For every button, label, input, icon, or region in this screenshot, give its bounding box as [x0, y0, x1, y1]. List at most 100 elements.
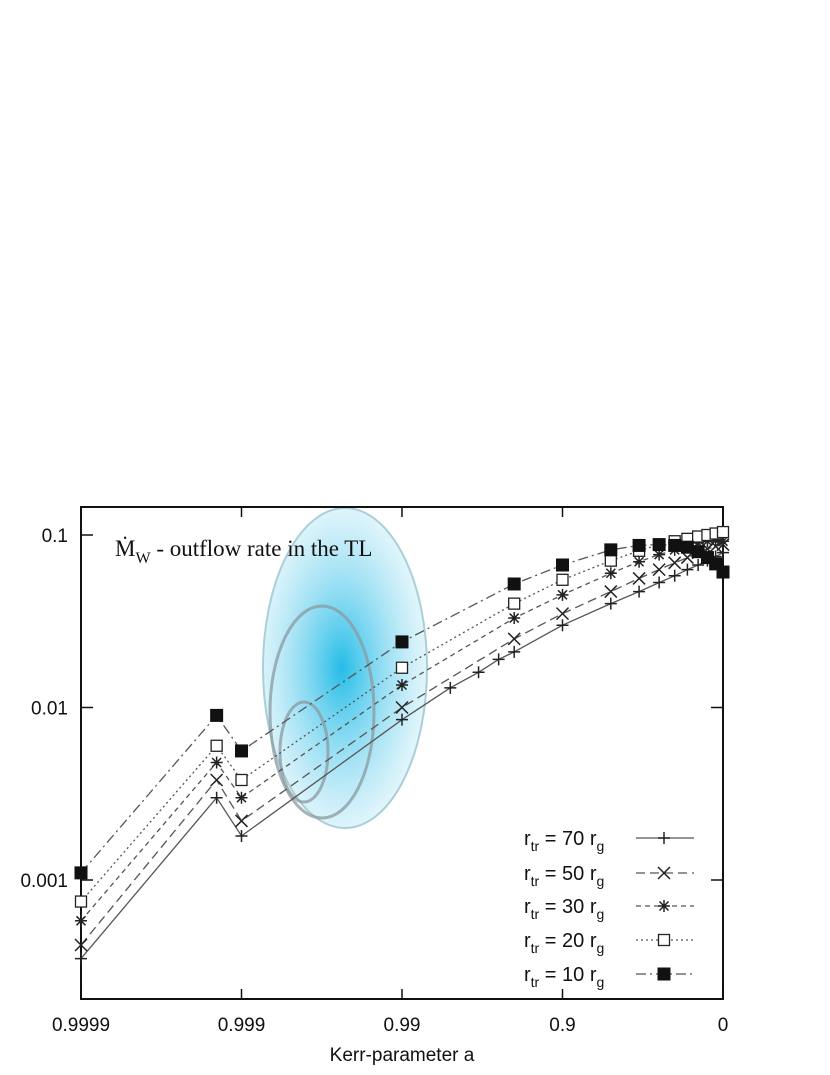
data-point — [395, 635, 409, 649]
data-point — [74, 895, 88, 908]
annotation-symbol: Ṁ — [115, 536, 135, 561]
data-point — [633, 555, 646, 568]
legend-label-sub: tr — [531, 873, 540, 889]
legend-label-sub2: g — [597, 974, 605, 990]
data-point — [652, 563, 666, 577]
data-point — [472, 666, 485, 679]
data-point — [395, 700, 409, 715]
data-point — [633, 585, 646, 598]
annotation-description: - outflow rate in the TL — [151, 536, 373, 561]
data-point — [508, 645, 521, 658]
data-point — [653, 576, 666, 589]
legend-item-10: rtr = 10 rg — [524, 964, 694, 990]
data-point — [717, 535, 729, 548]
data-point — [556, 619, 569, 632]
data-point — [658, 832, 670, 844]
x-tick-label: 0.9 — [549, 1015, 575, 1036]
y-tick-label: 0.01 — [31, 699, 68, 720]
legend-label-sub: tr — [531, 906, 540, 922]
data-point — [657, 933, 671, 947]
confidence-ellipses — [262, 507, 428, 829]
data-point — [657, 967, 671, 981]
x-axis-title: Kerr-parameter a — [330, 1045, 475, 1066]
legend-label-sub: tr — [531, 974, 540, 990]
data-point — [235, 773, 248, 787]
data-point — [75, 952, 87, 965]
legend-label-sub2: g — [597, 838, 605, 854]
data-point — [444, 681, 457, 694]
axis-ticks — [80, 507, 724, 999]
data-point — [395, 661, 409, 674]
data-point — [658, 900, 670, 912]
data-point — [668, 538, 682, 552]
legend-label: rtr = 10 rg — [524, 964, 604, 990]
ellipse-middle — [268, 604, 376, 820]
x-tick-label: 0 — [718, 1015, 729, 1036]
legend-label-mid: = 50 r — [539, 863, 597, 885]
series-70 — [75, 546, 729, 965]
data-point — [74, 866, 88, 880]
data-point — [604, 567, 617, 580]
legend-label-sub: tr — [531, 838, 540, 854]
data-point — [657, 866, 671, 880]
legend-label-mid: = 70 r — [539, 828, 597, 850]
legend-label-sub2: g — [597, 906, 605, 922]
x-tick-labels: 0.9999 0.999 0.99 0.9 0 — [52, 1015, 728, 1036]
data-point — [556, 558, 569, 572]
data-point — [235, 791, 248, 804]
series-layer — [74, 525, 730, 965]
legend-label-base: r — [524, 964, 531, 986]
data-point — [556, 588, 569, 601]
legend-label-mid: = 30 r — [539, 896, 597, 918]
legend-label-base: r — [524, 930, 531, 952]
x-tick-label: 0.9999 — [52, 1015, 110, 1036]
data-point — [555, 607, 570, 621]
data-point — [508, 597, 521, 610]
data-point — [507, 632, 521, 646]
data-point — [508, 612, 521, 625]
annotation-text: ṀW - outflow rate in the TL — [115, 536, 372, 567]
legend-label-base: r — [524, 863, 531, 885]
data-point — [604, 554, 617, 567]
data-point — [74, 938, 88, 952]
data-point — [632, 538, 646, 552]
data-point — [75, 914, 87, 927]
data-point — [396, 713, 408, 726]
data-point — [235, 744, 248, 758]
legend-label-mid: = 20 r — [539, 930, 597, 952]
data-point — [681, 563, 694, 576]
data-point — [716, 525, 730, 539]
data-point — [716, 565, 730, 579]
legend-item-30: rtr = 30 rg — [524, 896, 694, 922]
y-tick-label: 0.001 — [20, 871, 68, 892]
legend-label: rtr = 50 rg — [524, 863, 604, 889]
data-point — [701, 535, 714, 548]
data-point — [604, 585, 618, 599]
data-point — [210, 739, 223, 752]
legend-item-20: rtr = 20 rg — [524, 930, 694, 956]
legend-label: rtr = 70 rg — [524, 828, 604, 854]
legend-label-sub: tr — [531, 940, 540, 956]
data-point — [210, 708, 224, 722]
data-point — [210, 773, 224, 787]
data-point — [709, 534, 722, 547]
y-tick-labels: 0.1 0.01 0.001 — [20, 526, 68, 892]
legend-label: rtr = 30 rg — [524, 896, 604, 922]
series-20 — [74, 525, 730, 908]
data-point — [692, 559, 705, 572]
legend-item-50: rtr = 50 rg — [524, 863, 694, 889]
data-point — [234, 814, 249, 828]
data-point — [668, 556, 682, 570]
data-point — [604, 543, 618, 557]
legend-label-base: r — [524, 896, 531, 918]
annotation-subscript: W — [135, 550, 151, 567]
data-point — [632, 571, 646, 585]
legend-label-sub2: g — [597, 873, 605, 889]
x-tick-label: 0.999 — [218, 1015, 266, 1036]
ellipse-inner — [278, 700, 330, 804]
data-point — [396, 679, 408, 692]
data-point — [235, 829, 248, 842]
data-point — [653, 548, 666, 561]
data-point — [717, 546, 729, 559]
